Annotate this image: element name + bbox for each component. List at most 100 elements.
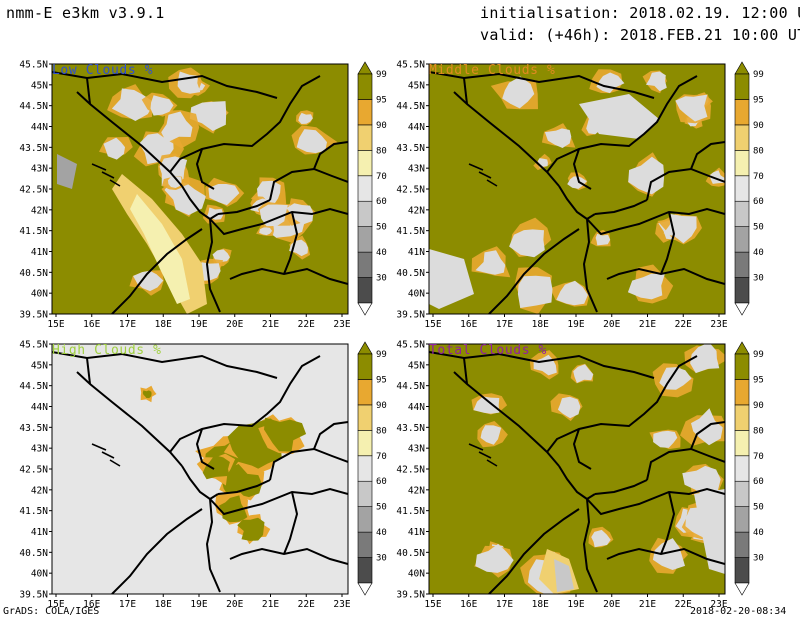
panel-title: High Clouds % (52, 343, 162, 358)
lat-tick-label: 40.5N (19, 548, 48, 559)
lon-tick-label: 21E (639, 319, 656, 330)
lon-tick-label: 20E (226, 319, 243, 330)
colorbar-label: 90 (753, 121, 764, 131)
lon-tick-label: 17E (119, 319, 136, 330)
lat-tick-label: 42N (31, 205, 48, 216)
lat-tick-label: 44.5N (19, 101, 48, 112)
colorbar-label: 50 (376, 503, 387, 513)
lat-tick-label: 43N (31, 164, 48, 175)
lon-tick-label: 23E (710, 599, 727, 610)
lat-tick-label: 45N (408, 360, 425, 371)
colorbar-label: 90 (376, 401, 387, 411)
colorbar-label: 99 (753, 350, 764, 360)
lat-tick-label: 44N (31, 402, 48, 413)
lat-tick-label: 43N (31, 444, 48, 455)
lat-tick-label: 44.5N (396, 101, 425, 112)
panel-title: Low Clouds % (52, 63, 153, 78)
lon-tick-label: 21E (639, 599, 656, 610)
lat-tick-label: 40N (31, 569, 48, 580)
lat-tick-label: 43N (408, 164, 425, 175)
lat-tick-label: 39.5N (396, 310, 425, 321)
lon-tick-label: 16E (460, 599, 477, 610)
lon-tick-label: 19E (567, 599, 584, 610)
colorbar-label: 50 (753, 503, 764, 513)
lon-tick-label: 23E (710, 319, 727, 330)
lat-tick-label: 44N (31, 122, 48, 133)
lat-tick-label: 44N (408, 122, 425, 133)
lon-tick-label: 20E (226, 599, 243, 610)
lon-tick-label: 20E (603, 599, 620, 610)
lat-tick-label: 45.5N (396, 60, 425, 71)
lon-tick-label: 22E (675, 319, 692, 330)
colorbar-label: 95 (376, 375, 387, 385)
colorbar-label: 30 (753, 274, 764, 284)
map-panel-low-clouds: 45.5N 45N 44.5N 44N 43.5N 43N 42.5N 42N 41.5N 41N… (0, 52, 386, 331)
lon-tick-label: 18E (532, 599, 549, 610)
colorbar: 30 40 50 60 70 80 90 95 99 (357, 61, 387, 316)
lon-tick-label: 16E (460, 319, 477, 330)
lat-tick-label: 45.5N (19, 60, 48, 71)
colorbar: 30 40 50 60 70 80 90 95 99 (734, 341, 764, 596)
lat-tick-label: 42N (31, 485, 48, 496)
colorbar-label: 80 (376, 146, 387, 156)
lon-tick-label: 22E (298, 599, 315, 610)
colorbar-label: 90 (753, 401, 764, 411)
colorbar: 30 40 50 60 70 80 90 95 99 (357, 341, 387, 596)
lat-tick-label: 42.5N (396, 185, 425, 196)
lat-tick-label: 45.5N (396, 340, 425, 351)
colorbar-label: 60 (376, 197, 387, 207)
colorbar-label: 40 (753, 528, 764, 538)
lat-tick-label: 41.5N (19, 506, 48, 517)
lat-tick-label: 39.5N (19, 590, 48, 601)
lat-tick-label: 43.5N (396, 423, 425, 434)
lon-tick-label: 16E (83, 319, 100, 330)
colorbar-label: 50 (376, 223, 387, 233)
lat-tick-label: 45N (31, 80, 48, 91)
lon-tick-label: 17E (496, 319, 513, 330)
lon-tick-label: 16E (83, 599, 100, 610)
panel-title: Total Clouds % (429, 343, 547, 358)
lat-tick-label: 42N (408, 485, 425, 496)
lon-tick-label: 17E (119, 599, 136, 610)
model-version: nmm-E e3km v3.9.1 (6, 4, 165, 22)
lon-tick-label: 23E (333, 599, 350, 610)
colorbar-label: 95 (753, 95, 764, 105)
colorbar-label: 99 (376, 350, 387, 360)
lat-tick-label: 39.5N (19, 310, 48, 321)
lon-tick-label: 22E (298, 319, 315, 330)
lat-tick-label: 41N (408, 247, 425, 258)
lat-tick-label: 44.5N (19, 381, 48, 392)
lat-tick-label: 40N (31, 289, 48, 300)
colorbar-label: 30 (376, 554, 387, 564)
lon-tick-label: 20E (603, 319, 620, 330)
lat-tick-label: 40.5N (19, 268, 48, 279)
lat-tick-label: 43.5N (19, 423, 48, 434)
lat-tick-label: 42.5N (19, 465, 48, 476)
colorbar-label: 70 (753, 172, 764, 182)
colorbar-label: 40 (753, 248, 764, 258)
lat-tick-label: 41N (31, 527, 48, 538)
lat-tick-label: 42.5N (396, 465, 425, 476)
lon-tick-label: 17E (496, 599, 513, 610)
initialisation-time: initialisation: 2018.02.19. 12:00 UTC (480, 4, 800, 22)
lon-tick-label: 21E (262, 319, 279, 330)
map-panel-high-clouds: 45.5N 45N 44.5N 44N 43.5N 43N 42.5N 42N 41.5N 41N… (0, 332, 386, 611)
lon-tick-label: 19E (190, 599, 207, 610)
lat-tick-label: 45.5N (19, 340, 48, 351)
colorbar-label: 30 (376, 274, 387, 284)
colorbar-label: 40 (376, 248, 387, 258)
lat-tick-label: 42.5N (19, 185, 48, 196)
lat-tick-label: 41.5N (396, 226, 425, 237)
colorbar-label: 90 (376, 121, 387, 131)
map-panel-total-clouds: 45.5N 45N 44.5N 44N 43.5N 43N 42.5N 42N 41.5N 41N… (377, 332, 763, 611)
lon-tick-label: 15E (47, 599, 64, 610)
lon-tick-label: 18E (155, 599, 172, 610)
software-credit: GrADS: COLA/IGES (3, 606, 100, 617)
colorbar-label: 80 (753, 426, 764, 436)
lat-tick-label: 41.5N (19, 226, 48, 237)
panel-title: Middle Clouds % (429, 63, 555, 78)
lat-tick-label: 45N (408, 80, 425, 91)
colorbar-label: 99 (753, 70, 764, 80)
lon-tick-label: 23E (333, 319, 350, 330)
lat-tick-label: 43N (408, 444, 425, 455)
